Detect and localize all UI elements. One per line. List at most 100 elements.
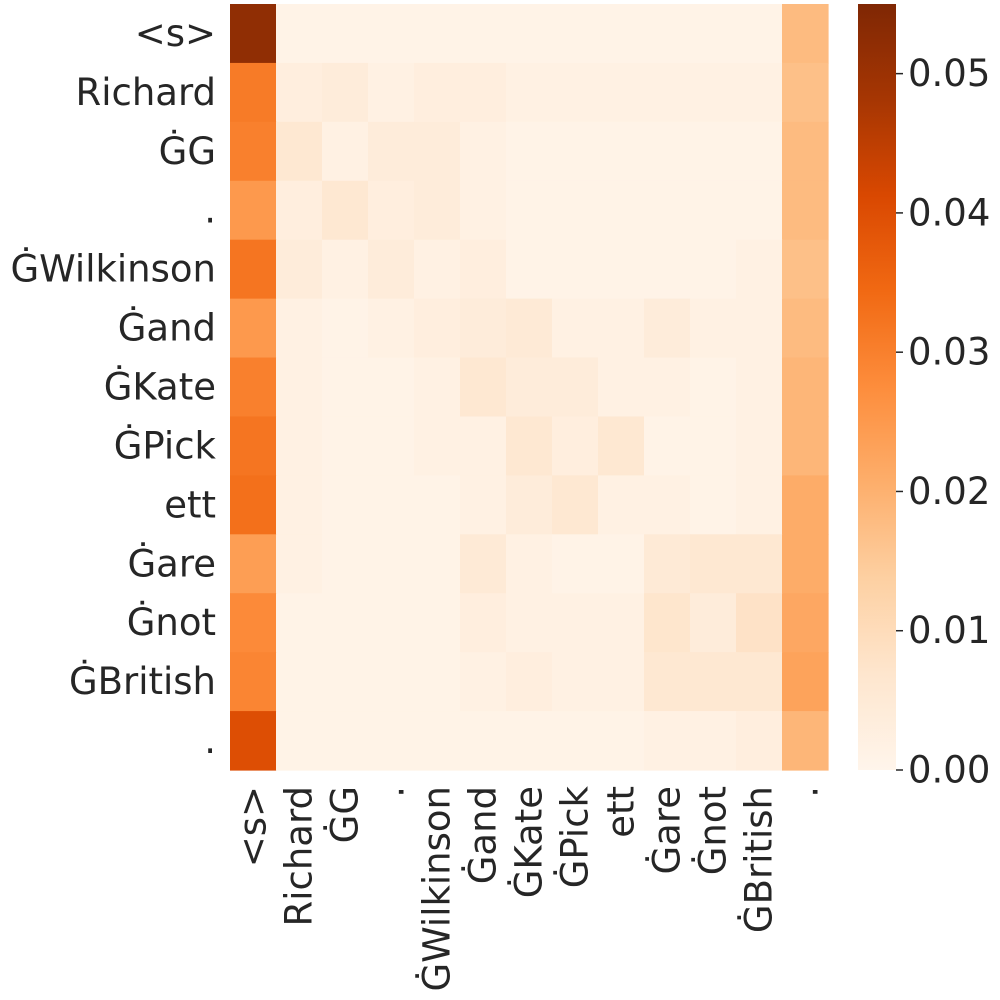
heatmap-cell — [368, 357, 415, 418]
colorbar-tick-label: 0.00 — [908, 749, 990, 792]
heatmap-cell — [230, 593, 277, 653]
heatmap-cell — [322, 357, 369, 418]
heatmap-cell — [276, 298, 323, 359]
heatmap-cell — [644, 475, 691, 535]
heatmap-cell — [690, 416, 737, 476]
y-tick-label: Richard — [75, 71, 216, 114]
heatmap-cell — [368, 534, 415, 594]
y-tick-label: Ġnot — [127, 601, 216, 644]
heatmap-cell — [368, 4, 415, 64]
heatmap-cell — [460, 475, 507, 535]
y-tick-label: . — [204, 189, 216, 232]
heatmap-cell — [506, 4, 553, 64]
heatmap-cell — [598, 593, 645, 653]
heatmap-cell — [552, 416, 599, 476]
heatmap-cell — [276, 652, 323, 712]
heatmap-cell — [598, 652, 645, 712]
heatmap-cell — [460, 416, 507, 476]
colorbar-gradient — [858, 4, 896, 770]
heatmap-cell — [230, 121, 277, 182]
heatmap-cell — [276, 62, 323, 123]
colorbar-tick-label: 0.02 — [908, 470, 990, 513]
heatmap-cell — [782, 180, 829, 241]
colorbar-tick-label: 0.05 — [908, 52, 990, 95]
heatmap-cell — [230, 4, 277, 64]
heatmap-cell — [782, 357, 829, 418]
heatmap-cell — [460, 593, 507, 653]
x-tick-label: ĠPick — [554, 785, 597, 888]
heatmap-cell — [230, 475, 277, 535]
heatmap-cell — [230, 180, 277, 241]
heatmap-cell — [414, 475, 461, 535]
heatmap-cell — [230, 239, 277, 300]
heatmap-cell — [690, 4, 737, 64]
heatmap-cell — [690, 239, 737, 300]
heatmap-cell — [598, 121, 645, 182]
heatmap-cell — [506, 180, 553, 241]
heatmap-cell — [276, 416, 323, 476]
heatmap-cell — [322, 4, 369, 64]
heatmap-cell — [506, 357, 553, 418]
heatmap-cell — [322, 298, 369, 359]
heatmap-cell — [690, 593, 737, 653]
heatmap-cell — [598, 62, 645, 123]
heatmap-cell — [782, 62, 829, 123]
heatmap-cell — [460, 652, 507, 712]
heatmap-cell — [506, 475, 553, 535]
heatmap-cell — [414, 62, 461, 123]
heatmap-cell — [552, 711, 599, 771]
heatmap-cell — [736, 121, 783, 182]
heatmap-cell — [782, 711, 829, 771]
heatmap-cell — [736, 357, 783, 418]
heatmap-cell — [414, 416, 461, 476]
heatmap-cell — [690, 652, 737, 712]
heatmap-cell — [736, 652, 783, 712]
y-tick-label: ĠG — [159, 130, 216, 173]
heatmap-cell — [782, 239, 829, 300]
y-tick-label: . — [204, 719, 216, 762]
heatmap-cell — [230, 711, 277, 771]
y-tick-labels: <s> Richard ĠG. ĠWilkinson Ġand ĠKate ĠPick ett… — [10, 12, 216, 762]
heatmap-cell — [506, 298, 553, 359]
heatmap-cell — [598, 239, 645, 300]
heatmap-cell — [368, 239, 415, 300]
heatmap-cell — [598, 180, 645, 241]
heatmap-cell — [322, 416, 369, 476]
heatmap-cell — [644, 4, 691, 64]
x-tick-label: Ġnot — [692, 786, 735, 875]
heatmap-cell — [414, 4, 461, 64]
heatmap-cell — [644, 357, 691, 418]
heatmap-cell — [690, 711, 737, 771]
heatmap-cell — [460, 534, 507, 594]
heatmap-cell — [552, 239, 599, 300]
heatmap-cell — [644, 711, 691, 771]
x-tick-label: ĠWilkinson — [416, 786, 459, 992]
heatmap-cell — [414, 534, 461, 594]
heatmap-cell — [322, 711, 369, 771]
heatmap-cell — [276, 534, 323, 594]
heatmap-cell — [644, 298, 691, 359]
x-tick-label: Ġand — [462, 786, 505, 884]
heatmap-cell — [736, 239, 783, 300]
heatmap-cell — [414, 180, 461, 241]
heatmap-cell — [322, 62, 369, 123]
heatmap-cell — [644, 62, 691, 123]
heatmap-cell — [782, 121, 829, 182]
y-tick-label: ĠBritish — [69, 660, 216, 703]
colorbar-tick-label: 0.04 — [908, 191, 990, 234]
y-tick-label: ĠWilkinson — [10, 248, 216, 291]
heatmap-cell — [782, 475, 829, 535]
heatmap-cell — [368, 593, 415, 653]
y-tick-label: Ġare — [127, 542, 216, 585]
y-tick-label: ĠKate — [104, 366, 216, 409]
heatmap-cell — [782, 416, 829, 476]
heatmap-cell — [230, 652, 277, 712]
heatmap-cell — [460, 121, 507, 182]
heatmap-cell — [552, 593, 599, 653]
heatmap-cell — [230, 357, 277, 418]
heatmap-cell — [276, 121, 323, 182]
heatmap-cell — [644, 121, 691, 182]
heatmap-cell — [690, 357, 737, 418]
heatmap-cell — [552, 298, 599, 359]
